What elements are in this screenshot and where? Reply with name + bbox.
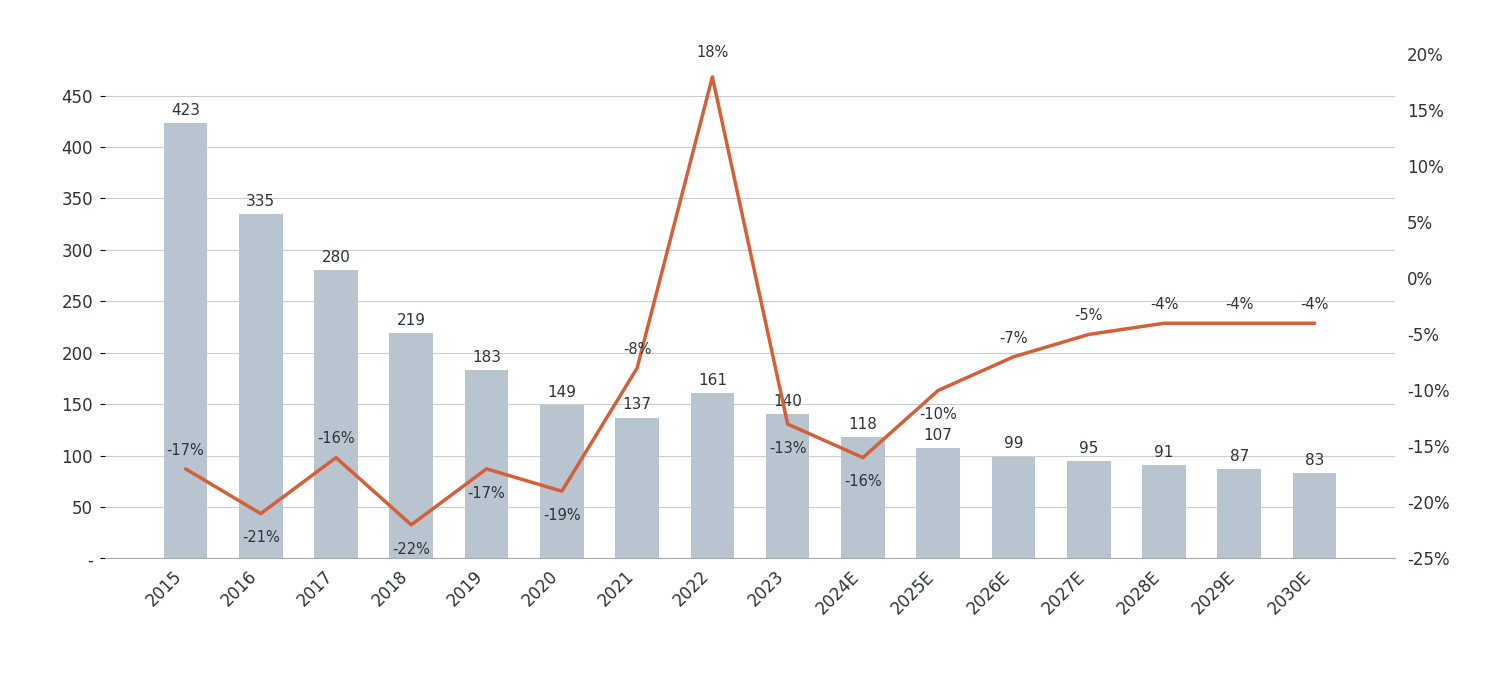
Text: -7%: -7% bbox=[999, 331, 1028, 346]
Text: -16%: -16% bbox=[316, 432, 356, 447]
Text: -22%: -22% bbox=[393, 541, 430, 556]
Text: 99: 99 bbox=[1004, 437, 1023, 452]
Text: 149: 149 bbox=[548, 385, 576, 400]
Bar bbox=[164, 123, 207, 558]
Text: 219: 219 bbox=[398, 313, 426, 328]
Text: 83: 83 bbox=[1305, 453, 1324, 468]
Bar bbox=[1142, 465, 1186, 558]
Bar bbox=[842, 437, 885, 558]
Text: 137: 137 bbox=[622, 398, 651, 413]
Text: 91: 91 bbox=[1155, 445, 1173, 460]
Bar bbox=[1293, 473, 1336, 558]
Text: -4%: -4% bbox=[1226, 297, 1254, 312]
Bar bbox=[238, 214, 282, 558]
Bar bbox=[690, 393, 734, 558]
Bar bbox=[992, 456, 1035, 558]
Text: 107: 107 bbox=[924, 428, 952, 443]
Bar bbox=[1218, 469, 1261, 558]
Text: -10%: -10% bbox=[920, 407, 957, 422]
Text: -17%: -17% bbox=[166, 443, 204, 458]
Text: 18%: 18% bbox=[696, 45, 729, 60]
Text: -17%: -17% bbox=[468, 486, 506, 501]
Bar bbox=[615, 417, 658, 558]
Text: 423: 423 bbox=[171, 104, 200, 118]
Text: 183: 183 bbox=[472, 350, 501, 365]
Bar bbox=[916, 448, 960, 558]
Text: -8%: -8% bbox=[622, 342, 651, 357]
Bar bbox=[390, 333, 433, 558]
Text: -21%: -21% bbox=[242, 530, 279, 545]
Text: 335: 335 bbox=[246, 194, 276, 209]
Bar bbox=[1066, 461, 1110, 558]
Text: -16%: -16% bbox=[844, 475, 882, 490]
Text: 161: 161 bbox=[698, 373, 728, 387]
Text: 140: 140 bbox=[772, 394, 802, 409]
Text: -13%: -13% bbox=[770, 441, 807, 456]
Text: 280: 280 bbox=[321, 251, 351, 266]
Text: 87: 87 bbox=[1230, 449, 1250, 464]
Text: -4%: -4% bbox=[1300, 297, 1329, 312]
Text: 95: 95 bbox=[1078, 441, 1098, 456]
Text: -5%: -5% bbox=[1074, 308, 1102, 323]
Text: -4%: -4% bbox=[1150, 297, 1178, 312]
Text: -19%: -19% bbox=[543, 508, 580, 523]
Bar bbox=[766, 415, 810, 558]
Bar bbox=[465, 370, 509, 558]
Bar bbox=[314, 270, 358, 558]
Bar bbox=[540, 405, 584, 558]
Text: 118: 118 bbox=[849, 417, 877, 432]
